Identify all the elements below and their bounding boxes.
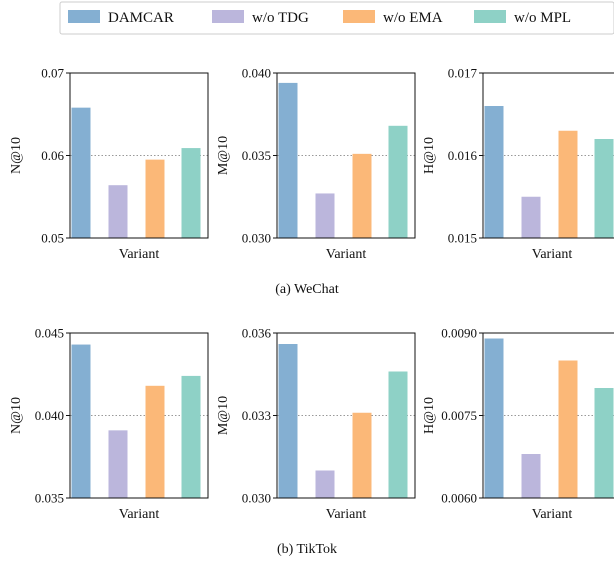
- x-axis-label: Variant: [119, 507, 160, 522]
- chart-panel: 0.030 0.035 0.040 M@10 Variant: [216, 66, 416, 262]
- caption-wechat: (a) WeChat: [275, 282, 339, 297]
- bar: [315, 470, 335, 498]
- y-tick-label: 0.040: [35, 408, 64, 423]
- chart-panel: 0.0060 0.0075 0.0090 H@10 Variant: [422, 326, 614, 522]
- chart-panel: 0.030 0.033 0.036 M@10 Variant: [216, 326, 416, 522]
- bar: [388, 125, 408, 238]
- bar: [521, 454, 541, 498]
- bar: [181, 375, 201, 498]
- caption-tiktok: (b) TikTok: [277, 542, 337, 557]
- bar: [71, 344, 91, 498]
- y-axis-label: H@10: [422, 397, 437, 434]
- y-tick-label: 0.033: [242, 408, 271, 423]
- bar: [315, 193, 335, 238]
- bar: [594, 388, 614, 498]
- x-axis-label: Variant: [326, 507, 367, 522]
- y-axis-label: M@10: [216, 136, 231, 175]
- bar: [145, 385, 165, 498]
- bar: [181, 148, 201, 238]
- bar: [594, 139, 614, 238]
- legend: DAMCAR w/o TDG w/o EMA w/o MPL: [59, 1, 614, 35]
- x-axis-label: Variant: [326, 247, 367, 262]
- y-axis-label: M@10: [216, 396, 231, 435]
- bar: [71, 107, 91, 239]
- legend-swatch: [474, 10, 506, 23]
- bar: [388, 371, 408, 498]
- bar: [484, 106, 504, 238]
- y-tick-label: 0.016: [448, 148, 478, 163]
- chart-panel: 0.05 0.06 0.07 N@10 Variant: [9, 66, 209, 262]
- y-tick-label: 0.040: [242, 66, 271, 81]
- legend-label: w/o MPL: [514, 10, 571, 26]
- legend-swatch: [343, 10, 375, 23]
- x-axis-label: Variant: [532, 247, 573, 262]
- bar: [352, 412, 372, 498]
- bar: [108, 430, 128, 498]
- y-axis-label: H@10: [422, 137, 437, 174]
- legend-label: w/o EMA: [383, 10, 443, 26]
- legend-swatch: [68, 10, 100, 23]
- bar: [521, 196, 541, 238]
- chart-panel: 0.035 0.040 0.045 N@10 Variant: [9, 326, 209, 522]
- y-axis-label: N@10: [9, 137, 24, 174]
- chart-panels: 0.05 0.06 0.07 N@10 Variant 0.030 0.035 0.040 M@…: [9, 66, 614, 522]
- y-tick-label: 0.035: [242, 148, 271, 163]
- y-tick-label: 0.0090: [441, 326, 477, 341]
- y-tick-label: 0.06: [41, 148, 64, 163]
- chart-panel: 0.015 0.016 0.017 H@10 Variant: [422, 66, 614, 262]
- y-tick-label: 0.015: [448, 231, 477, 246]
- bar: [145, 159, 165, 238]
- bar: [558, 130, 578, 238]
- y-tick-label: 0.036: [242, 326, 272, 341]
- y-tick-label: 0.07: [41, 66, 64, 81]
- legend-label: DAMCAR: [108, 10, 174, 26]
- bar: [558, 360, 578, 498]
- y-tick-label: 0.0075: [441, 408, 477, 423]
- y-tick-label: 0.030: [242, 231, 271, 246]
- legend-label: w/o TDG: [252, 10, 309, 26]
- bar: [278, 82, 298, 239]
- y-axis-label: N@10: [9, 397, 24, 434]
- y-tick-label: 0.035: [35, 491, 64, 506]
- y-tick-label: 0.030: [242, 491, 271, 506]
- y-tick-label: 0.05: [41, 231, 64, 246]
- bar: [108, 185, 128, 238]
- x-axis-label: Variant: [119, 247, 160, 262]
- y-tick-label: 0.0060: [441, 491, 477, 506]
- legend-swatch: [212, 10, 244, 23]
- bar: [484, 338, 504, 498]
- bar: [278, 344, 298, 498]
- x-axis-label: Variant: [532, 507, 573, 522]
- y-tick-label: 0.017: [448, 66, 478, 81]
- bar: [352, 153, 372, 238]
- y-tick-label: 0.045: [35, 326, 64, 341]
